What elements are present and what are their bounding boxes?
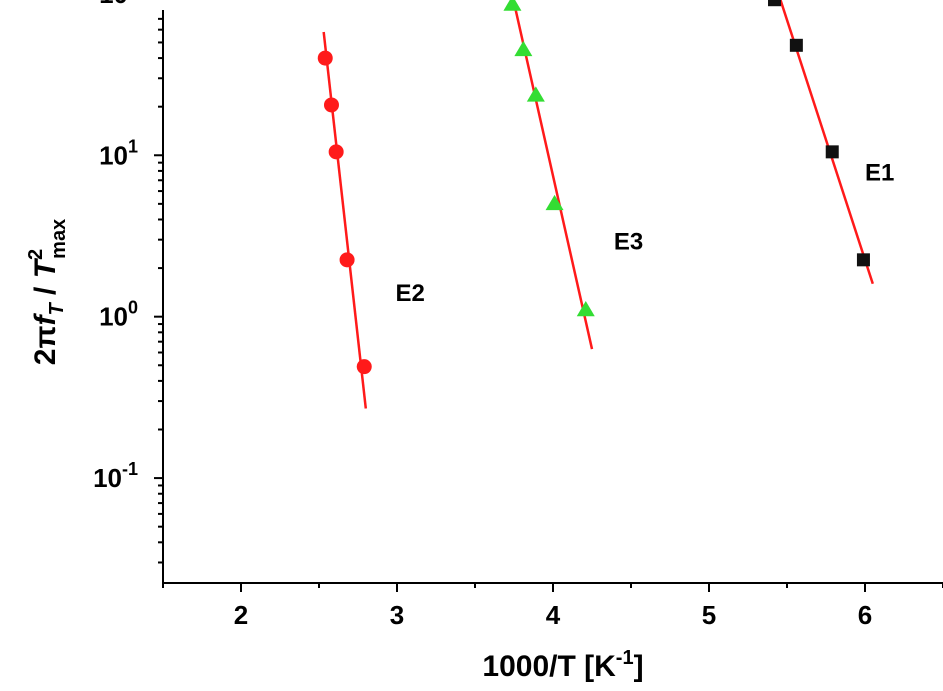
data-point-e3 — [526, 86, 545, 102]
axes — [162, 10, 943, 584]
series-label-e3: E3 — [614, 229, 643, 256]
data-point-e3 — [514, 40, 533, 57]
y-tick-label: 101 — [99, 136, 138, 170]
series-label-e2: E2 — [395, 280, 424, 307]
x-axis-title: 1000/T [K-1] — [482, 647, 643, 683]
x-tick-label: 2 — [234, 600, 248, 630]
y-tick-label: 100 — [99, 298, 138, 332]
y-tick-label: 102 — [99, 0, 138, 9]
fit-line-e1 — [779, 0, 874, 285]
fit-line-e3 — [512, 0, 594, 350]
data-point-e1 — [856, 253, 870, 267]
x-tick-label: 5 — [702, 600, 716, 630]
x-tick-label: 3 — [390, 600, 404, 630]
y-tick-label: 10-1 — [93, 459, 138, 493]
x-tick-label: 4 — [546, 600, 561, 630]
data-point-e2 — [328, 144, 344, 160]
y-axis-title: 2πfT / T2max — [25, 219, 70, 365]
data-point-e1 — [825, 145, 839, 159]
data-point-e2 — [317, 50, 333, 66]
data-point-e1 — [768, 0, 782, 7]
data-point-e3 — [503, 0, 522, 11]
series-labels: E2 E3 E1 — [395, 159, 894, 307]
data-point-e2 — [356, 359, 372, 375]
data-point-e1 — [789, 38, 803, 52]
x-tick-label: 6 — [858, 600, 872, 630]
data-point-e3 — [576, 300, 595, 317]
fit-lines — [322, 0, 874, 409]
series-label-e1: E1 — [865, 159, 894, 186]
data-point-e2 — [323, 97, 339, 113]
data-point-e3 — [545, 194, 564, 211]
fit-line-e2 — [322, 31, 368, 409]
tick-labels: 2 3 4 5 6 10-1 100 101 102 — [93, 0, 872, 630]
data-points — [317, 0, 870, 375]
tick-marks — [154, 17, 943, 592]
data-point-e2 — [339, 252, 355, 268]
